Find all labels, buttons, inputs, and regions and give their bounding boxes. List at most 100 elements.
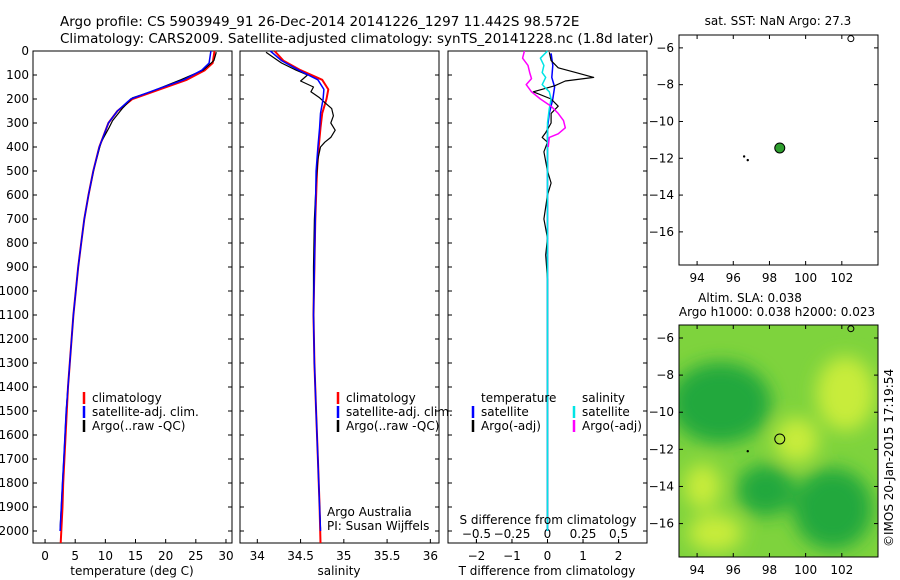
temperature-legend: climatology satellite-adj. clim. Argo(..… xyxy=(82,391,199,433)
s-tick-label: 0.5 xyxy=(609,527,628,541)
sla-map-frame xyxy=(678,324,879,558)
sla-map-axes: 94 96 98 100 102 −6 −8 −10 −12 −14 −16 xyxy=(649,325,878,577)
sla-heatmap xyxy=(679,325,878,557)
sla-blob xyxy=(774,417,819,463)
s-tick-label: −0.25 xyxy=(494,527,531,541)
y-tick-label: 400 xyxy=(6,140,29,154)
series-line-1 xyxy=(59,52,217,529)
y-tick-label: 1000 xyxy=(0,284,29,298)
sst-map-axes: 94 96 98 100 102 −6 −8 −10 −12 −14 −16 xyxy=(649,35,878,285)
y-tick-label: 600 xyxy=(6,188,29,202)
imos-credit: ©IMOS 20-Jan-2015 17:19:54 xyxy=(882,369,896,547)
sla-map-title-1: Altim. SLA: 0.038 xyxy=(698,291,802,305)
difference-legend-temperature: temperature satellite Argo(-adj) xyxy=(471,391,556,433)
lat-tick-label: −14 xyxy=(649,479,674,493)
legend-label-argo: Argo(..raw -QC) xyxy=(92,419,185,433)
series-line-0 xyxy=(59,50,216,544)
sla-map-panel: Altim. SLA: 0.038 Argo h1000: 0.038 h200… xyxy=(649,291,879,577)
track-dot xyxy=(746,158,749,162)
y-tick-label: 800 xyxy=(6,236,29,250)
x-tick-label: 10 xyxy=(98,549,113,563)
lon-tick-label: 96 xyxy=(726,563,741,577)
y-tick-label: 200 xyxy=(6,92,29,106)
y-tick-label: 1700 xyxy=(0,452,29,466)
sla-map-title-2: Argo h1000: 0.038 h2000: 0.023 xyxy=(679,305,875,319)
y-tick-label: 300 xyxy=(6,116,29,130)
temperature-panel: 0100200300400500600700800900100011001200… xyxy=(0,44,234,578)
y-tick-label: 1200 xyxy=(0,332,29,346)
x-tick-label: 5 xyxy=(71,549,79,563)
x-tick-label: 36 xyxy=(423,549,438,563)
salinity-axes-frame xyxy=(239,50,440,544)
difference-legend-salinity: salinity satellite Argo(-adj) xyxy=(572,391,642,433)
lat-tick-label: −10 xyxy=(649,405,674,419)
lon-tick-label: 96 xyxy=(726,271,741,285)
legend-label-climatology: climatology xyxy=(92,391,162,405)
lat-tick-label: −8 xyxy=(656,78,674,92)
track-dot xyxy=(746,450,749,453)
x-tick-label: 34 xyxy=(250,549,265,563)
track-dot xyxy=(742,155,746,158)
lat-tick-label: −6 xyxy=(656,41,674,55)
t-difference-x-axis: −2 −1 0 1 2 xyxy=(468,539,623,563)
s-difference-label: S difference from climatology xyxy=(460,513,637,527)
sla-blob xyxy=(736,464,795,517)
y-tick-label: 1400 xyxy=(0,380,29,394)
x-tick-label: 2 xyxy=(615,549,623,563)
lon-tick-label: 98 xyxy=(762,563,777,577)
sla-heatmap-field xyxy=(679,356,875,552)
series-line-0 xyxy=(546,53,556,531)
x-tick-label: 0 xyxy=(41,549,49,563)
x-tick-label: −2 xyxy=(468,549,486,563)
lon-tick-label: 98 xyxy=(762,271,777,285)
lat-tick-label: −14 xyxy=(649,188,674,202)
header-line-1: Argo profile: CS 5903949_91 26-Dec-2014 … xyxy=(60,14,579,30)
temperature-x-axis: 0 5 10 15 20 25 30 xyxy=(41,539,234,563)
sla-blob xyxy=(684,464,721,509)
lon-tick-label: 102 xyxy=(830,563,853,577)
y-tick-label: 1900 xyxy=(0,500,29,514)
lat-tick-label: −16 xyxy=(649,517,674,531)
y-tick-label: 1500 xyxy=(0,404,29,418)
legend-title-salinity: salinity xyxy=(582,391,625,405)
salinity-panel: 34 34.5 35 35.5 36 climatology satellite-adj… xyxy=(239,50,453,578)
series-line-3 xyxy=(521,50,567,148)
x-tick-label: 1 xyxy=(579,549,587,563)
lon-tick-label: 100 xyxy=(794,271,817,285)
s-tick-label: 0 xyxy=(544,527,552,541)
y-tick-label: 900 xyxy=(6,260,29,274)
lat-tick-label: −16 xyxy=(649,225,674,239)
lat-tick-label: −6 xyxy=(656,331,674,345)
legend-label-argo: Argo(..raw -QC) xyxy=(346,419,439,433)
y-tick-label: 500 xyxy=(6,164,29,178)
legend-label-t-satellite: satellite xyxy=(481,405,529,419)
x-tick-label: 30 xyxy=(218,549,233,563)
x-tick-label: 34.5 xyxy=(287,549,314,563)
x-tick-label: 35 xyxy=(336,549,351,563)
temperature-axes-frame xyxy=(32,50,233,544)
lat-tick-label: −12 xyxy=(649,442,674,456)
lon-tick-label: 100 xyxy=(794,563,817,577)
salinity-series xyxy=(265,50,336,544)
lon-tick-label: 102 xyxy=(830,271,853,285)
temperature-x-label: temperature (deg C) xyxy=(70,564,193,578)
salinity-x-axis: 34 34.5 35 35.5 36 xyxy=(250,539,438,563)
y-tick-label: 0 xyxy=(21,44,29,58)
profile-marker xyxy=(774,433,786,445)
annotation-argo-australia: Argo Australia xyxy=(327,505,412,519)
edge-marker-marker xyxy=(847,325,855,333)
series-line-2 xyxy=(539,50,552,531)
y-tick-label: 100 xyxy=(6,68,29,82)
salinity-depth-ticks xyxy=(240,50,439,532)
salinity-x-label: salinity xyxy=(317,564,360,578)
x-tick-label: 25 xyxy=(188,549,203,563)
legend-label-s-argo: Argo(-adj) xyxy=(582,419,642,433)
edge-marker-marker xyxy=(847,35,855,43)
t-difference-x-label: T difference from climatology xyxy=(458,564,636,578)
s-tick-label: 0.25 xyxy=(570,527,597,541)
annotation-pi: PI: Susan Wijffels xyxy=(327,519,429,533)
sst-map-markers xyxy=(742,35,855,162)
temperature-series xyxy=(59,50,217,544)
y-tick-label: 1100 xyxy=(0,308,29,322)
